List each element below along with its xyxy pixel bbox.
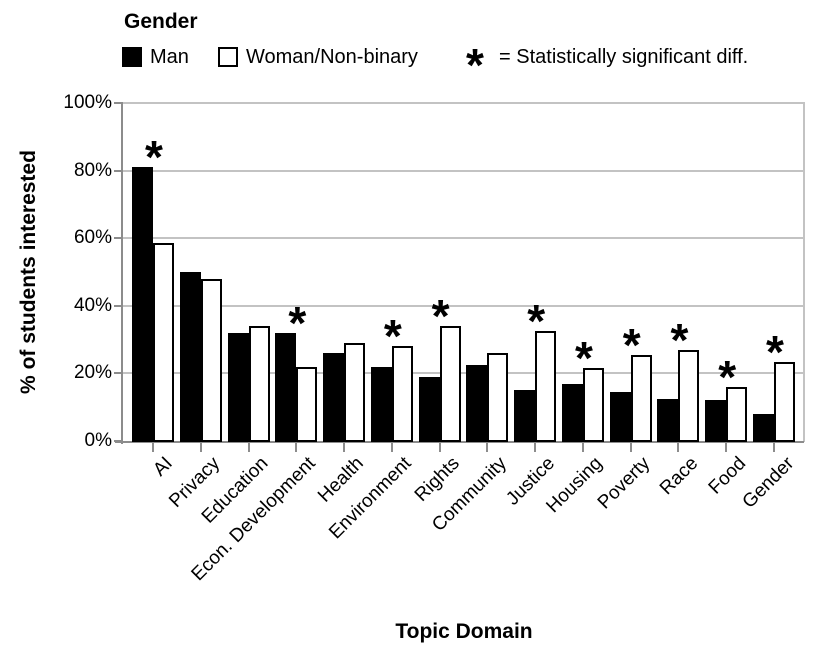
bar-woman-environment [391, 346, 413, 442]
bar-woman-poverty [630, 354, 652, 442]
bar-woman-gender [774, 361, 795, 442]
y-axis-tick [114, 372, 122, 375]
legend-swatch-woman [218, 47, 238, 67]
gridline [123, 304, 803, 307]
significance-asterisk-housing: * [574, 332, 593, 385]
significance-asterisk-justice: * [527, 295, 546, 348]
x-tick-label-gender: Gender [738, 453, 798, 513]
x-axis-tick [581, 443, 584, 452]
x-axis-tick [534, 443, 537, 452]
significance-asterisk-environment: * [383, 310, 402, 363]
bar-woman-justice [535, 331, 557, 442]
x-axis-tick [773, 443, 775, 452]
bar-man-housing [561, 383, 583, 442]
bar-woman-community [487, 353, 509, 442]
bar-woman-education [248, 326, 270, 442]
x-tick-label-poverty: Poverty [594, 453, 655, 514]
x-tick-label-race: Race [656, 453, 703, 500]
bar-man-gender [753, 413, 774, 442]
bar-man-rights [418, 376, 440, 442]
significance-asterisk-ai: * [145, 131, 163, 184]
significance-asterisk-econ-development: * [288, 296, 307, 349]
bar-man-food [705, 400, 727, 442]
legend-label-woman: Woman/Non-binary [246, 46, 418, 68]
bar-man-race [657, 398, 679, 442]
y-axis-tick [114, 169, 122, 172]
y-tick-label: 40% [73, 294, 112, 316]
y-tick-label: 60% [73, 227, 112, 249]
x-axis-tick [390, 443, 393, 452]
bar-woman-econ-development [296, 366, 318, 442]
bar-man-environment [370, 366, 392, 442]
y-axis-tick [114, 304, 122, 307]
bar-man-privacy [179, 272, 201, 442]
y-tick-label: 80% [73, 159, 112, 181]
bar-man-ai [132, 167, 153, 442]
x-axis-tick [343, 443, 346, 452]
bar-man-community [466, 364, 488, 442]
bar-man-poverty [609, 391, 631, 442]
legend-label-man: Man [150, 46, 189, 68]
x-axis-title: Topic Domain [395, 620, 533, 643]
x-axis-tick [152, 443, 154, 452]
x-tick-label-ai: AI [149, 453, 177, 481]
significance-asterisk-food: * [718, 350, 737, 403]
gridline [123, 169, 803, 172]
y-tick-label: 0% [84, 430, 112, 451]
y-axis-tick [114, 102, 122, 104]
significance-asterisk-poverty: * [622, 318, 641, 371]
x-axis-line [115, 441, 804, 443]
gridline [123, 237, 803, 240]
gridline [123, 372, 803, 375]
bar-woman-health [344, 342, 366, 442]
x-axis-tick [677, 443, 680, 452]
plot-right-border [803, 102, 805, 442]
significance-asterisk-gender: * [766, 325, 784, 378]
significance-note-text: = Statistically significant diff. [499, 46, 749, 68]
significance-note-asterisk: * [466, 39, 484, 91]
y-axis-line [121, 102, 123, 444]
gridline [123, 102, 803, 104]
bar-man-justice [514, 390, 536, 442]
legend-swatch-man [122, 47, 142, 67]
y-axis-tick [114, 237, 122, 240]
bar-woman-food [726, 386, 748, 442]
bar-woman-rights [439, 326, 461, 442]
bar-woman-privacy [200, 278, 222, 442]
bar-man-education [227, 332, 249, 442]
x-axis-tick [438, 443, 441, 452]
bar-woman-race [678, 349, 700, 442]
significance-asterisk-race: * [670, 313, 689, 366]
y-tick-label: 100% [63, 92, 112, 113]
significance-asterisk-rights: * [431, 290, 450, 343]
x-axis-tick [486, 443, 489, 452]
bar-woman-housing [582, 368, 604, 442]
bar-man-econ-development [275, 332, 297, 442]
bar-woman-ai [153, 243, 174, 442]
legend-title: Gender [124, 10, 198, 33]
x-axis-tick [725, 443, 728, 452]
x-axis-tick [247, 443, 250, 452]
x-axis-tick [295, 443, 298, 452]
x-axis-tick [199, 443, 202, 452]
bar-man-health [323, 353, 345, 442]
x-axis-tick [629, 443, 632, 452]
y-tick-label: 20% [73, 362, 112, 384]
